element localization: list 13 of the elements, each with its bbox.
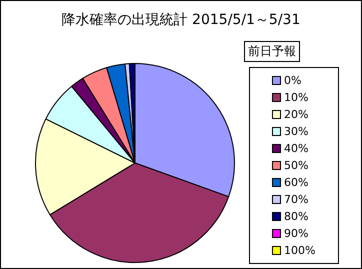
legend-label: 60%: [284, 176, 308, 189]
legend-label: 70%: [284, 193, 308, 206]
legend-label: 20%: [284, 108, 308, 121]
chart-title: 降水確率の出現統計 2015/5/1～5/31: [60, 11, 302, 29]
legend-label: 30%: [284, 125, 308, 138]
legend-label: 90%: [284, 227, 308, 240]
legend-label: 0%: [284, 74, 302, 87]
legend-label: 100%: [284, 244, 316, 257]
legend-label: 50%: [284, 159, 308, 172]
legend-label: 10%: [284, 91, 308, 104]
legend-label: 40%: [284, 142, 308, 155]
legend-label: 80%: [284, 210, 308, 223]
legend-title: 前日予報: [244, 41, 300, 62]
